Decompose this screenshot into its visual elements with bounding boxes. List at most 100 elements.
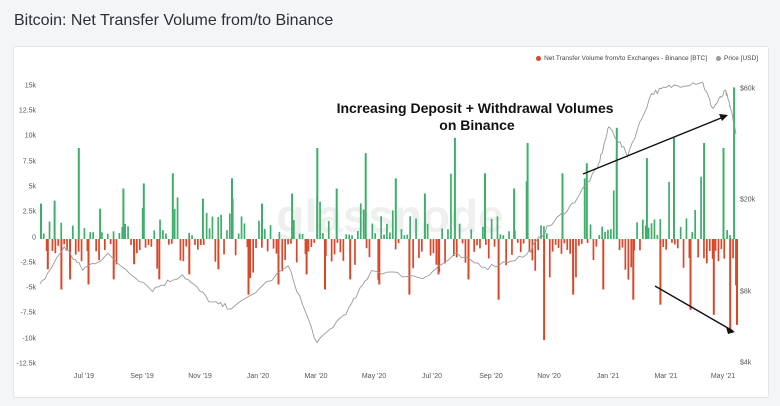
bar	[200, 239, 202, 245]
bar	[578, 239, 580, 246]
bar	[561, 173, 564, 239]
bar	[291, 193, 294, 239]
bar	[513, 188, 516, 239]
bar	[543, 226, 545, 239]
bar	[371, 223, 374, 239]
bar	[127, 226, 129, 239]
bar	[429, 239, 432, 256]
bar	[458, 223, 461, 239]
bar	[319, 201, 321, 239]
bar	[656, 235, 659, 239]
bar	[497, 239, 500, 300]
bar	[374, 233, 377, 239]
bar	[548, 239, 551, 278]
x-tick-label: Sep '19	[130, 373, 154, 380]
bar	[89, 232, 92, 239]
bar	[202, 239, 205, 245]
y-right-tick-label: $4k	[740, 360, 752, 367]
bar	[150, 239, 153, 247]
bar	[394, 178, 397, 239]
arrow-up-head	[719, 114, 728, 121]
bar	[688, 239, 691, 258]
bar	[682, 239, 685, 268]
bar	[386, 223, 388, 239]
bar	[234, 239, 237, 256]
x-tick-label: Nov '20	[537, 373, 561, 380]
bar	[508, 231, 510, 239]
bar	[173, 208, 176, 239]
bar	[735, 239, 737, 286]
bar	[197, 239, 199, 250]
bar	[45, 239, 48, 251]
y-tick-label: 7.5k	[23, 159, 37, 166]
y-right-tick-label: $20k	[740, 197, 756, 204]
bar	[295, 239, 298, 263]
bar	[377, 239, 380, 280]
bar	[351, 235, 353, 239]
bar	[484, 173, 486, 239]
bar	[258, 220, 260, 239]
bar	[569, 239, 571, 254]
bar	[659, 219, 662, 239]
y-tick-label: 5k	[29, 184, 37, 191]
bar	[153, 230, 156, 239]
bar	[426, 223, 429, 239]
bar	[57, 239, 60, 246]
bar	[304, 239, 307, 254]
bar	[487, 239, 490, 259]
bar	[592, 239, 595, 260]
bar	[540, 225, 542, 239]
bar	[345, 234, 348, 239]
bar	[42, 233, 45, 239]
arrow-down	[654, 285, 734, 332]
y-tick-label: -7.5k	[20, 310, 36, 317]
annotation-text: Increasing Deposit + Withdrawal Volumes …	[337, 100, 618, 133]
legend-item-price[interactable]: Price [USD]	[716, 55, 758, 62]
bar	[349, 239, 352, 280]
x-tick-label: Sep '20	[479, 373, 503, 380]
bar	[101, 232, 103, 239]
bar	[171, 173, 174, 239]
bar	[383, 234, 385, 239]
bar	[226, 230, 228, 239]
bar	[130, 239, 132, 245]
bar	[72, 225, 74, 239]
bar	[397, 239, 400, 244]
bar	[447, 229, 449, 239]
bar	[214, 239, 217, 262]
legend-item-net-transfer[interactable]: Net Transfer Volume from/to Exchanges - …	[536, 55, 707, 62]
bar	[121, 227, 124, 239]
bar	[418, 239, 420, 258]
x-tick-label: Jan '21	[597, 373, 619, 380]
bar	[700, 176, 702, 239]
bar	[179, 239, 182, 261]
bar	[316, 148, 319, 239]
bar	[354, 239, 356, 265]
bar	[610, 229, 612, 239]
bar	[243, 223, 246, 239]
bar	[156, 239, 158, 269]
page-title: Bitcoin: Net Transfer Volume from/to Bin…	[14, 12, 334, 29]
bar	[421, 239, 423, 252]
arrow-up	[582, 115, 727, 175]
bar	[528, 239, 531, 251]
bar	[639, 239, 641, 251]
bar	[423, 193, 426, 239]
bar	[252, 239, 254, 273]
bar	[205, 212, 208, 239]
bar	[86, 239, 89, 252]
bar	[467, 239, 470, 280]
bar	[604, 231, 606, 239]
bar	[342, 239, 345, 261]
legend-label-price: Price [USD]	[724, 55, 758, 62]
bar	[519, 239, 522, 253]
bar	[671, 239, 673, 243]
bar	[621, 239, 624, 248]
bar	[554, 239, 557, 245]
x-tick-label: Mar '20	[304, 373, 327, 380]
bar	[92, 232, 94, 239]
bar	[77, 239, 80, 252]
bar	[679, 227, 682, 239]
bar	[720, 239, 723, 250]
bar	[324, 239, 326, 290]
